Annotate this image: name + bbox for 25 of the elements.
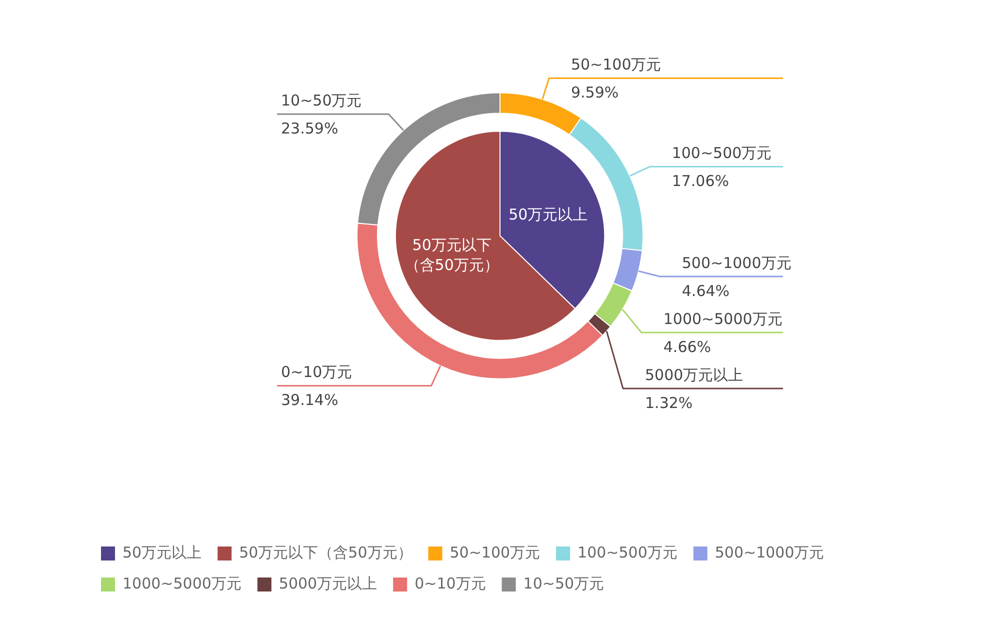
- legend-label: 10~50万元: [523, 574, 604, 592]
- slice-label: 500~1000万元: [682, 254, 792, 272]
- slice-label: 5000万元以上: [645, 366, 744, 384]
- slice-label: 10~50万元: [281, 91, 362, 110]
- data-label: 4.64%: [682, 282, 730, 300]
- slice-label: 0~10万元: [281, 363, 352, 382]
- legend-label: 100~500万元: [578, 543, 678, 562]
- slice-label: 1000~5000万元: [663, 310, 782, 328]
- data-label: 17.06%: [672, 172, 730, 190]
- category-label: 50万元以下（含50万元）: [404, 236, 499, 274]
- legend-label: 1000~5000万元: [122, 574, 242, 592]
- category-label: 50万元以上: [508, 205, 588, 224]
- legend-label: 50万元以下（含50万元）: [239, 543, 412, 562]
- legend-label: 50万元以上: [122, 543, 202, 562]
- legend-label: 0~10万元: [414, 574, 486, 592]
- legend-label: 500~1000万元: [714, 543, 824, 562]
- data-label: 23.59%: [281, 119, 338, 138]
- slice-label: 50~100万元: [570, 56, 662, 74]
- legend-label: 5000万元以上: [278, 574, 378, 592]
- slice-label: 100~500万元: [672, 144, 772, 162]
- data-label: 39.14%: [281, 391, 338, 410]
- legend-label: 50~100万元: [450, 543, 540, 562]
- data-label: 4.66%: [663, 338, 712, 356]
- data-label: 1.32%: [645, 394, 693, 412]
- data-label: 9.59%: [570, 84, 619, 102]
